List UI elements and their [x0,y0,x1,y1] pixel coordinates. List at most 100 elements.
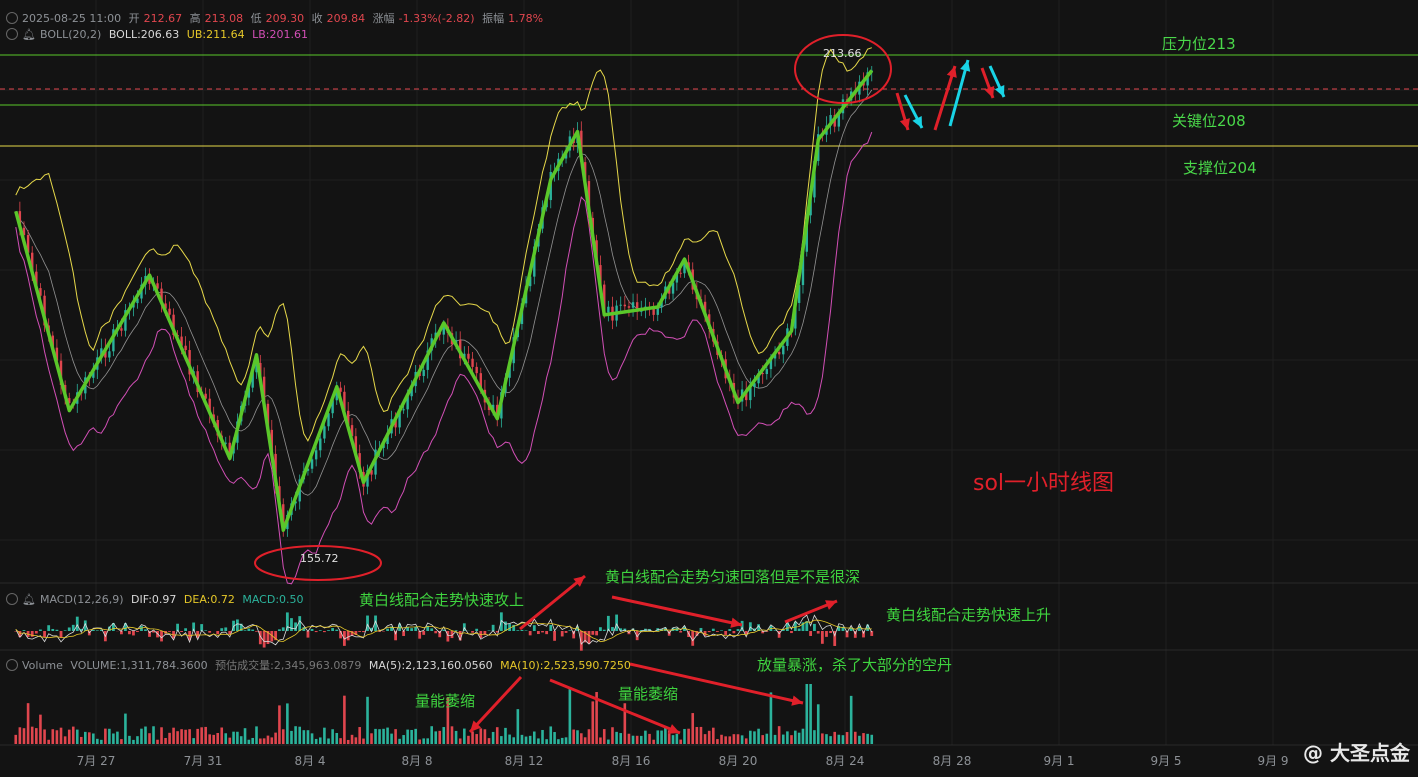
forecast-arrow-down-1-head [899,118,910,130]
volume-bar [833,731,837,744]
x-tick-label: 9月 1 [1043,754,1075,768]
volume-bar [790,735,793,744]
volume-bar [753,731,756,744]
macd-bar [55,629,59,631]
note-arrow-6 [629,662,804,705]
macd-bar [695,631,699,636]
macd-name: MACD(12,26,9) [39,593,124,606]
macd-bar [619,628,623,631]
volume-bar [520,734,524,744]
collapse-icon[interactable] [6,659,18,671]
candle-body [204,393,207,399]
macd-bar [39,629,42,631]
volume-bar [314,738,318,744]
candle-body [866,72,869,86]
candle-body [769,358,773,370]
macd-bar [491,624,495,631]
candle-body [92,369,95,378]
volume-bar [224,733,228,744]
volume-bar [495,727,499,744]
watermark: @ 大圣点金 [1303,741,1410,765]
volume-bar [695,726,699,744]
candle-body [671,282,675,294]
x-tick-label: 8月 8 [401,754,433,768]
volume-bar [691,713,695,744]
volume-bar [794,730,797,744]
volume-bar [631,735,635,744]
collapse-icon[interactable] [6,12,18,24]
candle-body [533,246,536,277]
volume-bar [627,733,631,744]
macd-bar [224,627,228,631]
candle-body [55,347,59,361]
note-arrow-6-head [791,695,803,706]
volume-bar [406,729,409,744]
volume-bar [259,738,262,744]
bell-icon[interactable]: 🔔︎ [22,593,36,606]
volume-bar [602,729,606,744]
candle-body [406,396,409,410]
volume-bar [362,738,365,744]
macd-bar [426,625,430,631]
forecast-arrow-up-1-head [946,66,957,78]
volume-bar [765,733,769,744]
volume-bar [35,728,38,744]
macd-bar [390,626,393,631]
volume-bar [160,727,163,744]
macd-bar [51,628,55,631]
macd-bar [107,626,111,631]
candle-body [108,351,111,358]
candle-body [184,345,187,351]
candle-body [26,235,30,253]
candle-body [635,302,639,312]
candle-body [703,301,707,315]
macd-bar [458,631,462,641]
candle-body [467,353,470,359]
macd-bar [430,628,434,631]
macd-bar [152,631,155,633]
macd-bar [354,631,358,635]
volume-bar [545,739,548,744]
macd-bar [239,623,243,631]
volume-bar [508,734,511,744]
macd-bar [136,631,139,633]
macd-bar [711,628,715,631]
volume-bar [687,728,690,744]
macd-bar [235,619,239,631]
collapse-icon[interactable] [6,593,18,605]
macd-bar [144,629,147,631]
volume-bar [255,726,258,744]
volume-bar [660,730,663,744]
volume-bar [386,727,389,744]
volume-bar [331,729,334,744]
bell-icon[interactable]: 🔔︎ [22,28,36,41]
volume-bar [564,737,568,744]
volume-bar [59,727,63,744]
macd-bar [281,627,285,631]
collapse-icon[interactable] [6,28,18,40]
zigzag-trend-line [14,69,874,532]
key-level-label: 关键位208 [1172,112,1246,130]
volume-bar [422,738,425,744]
macd-bar [335,629,339,631]
volume-header: Volume VOLUME:1,311,784.3600 预估成交量:2,345… [6,657,635,673]
macd-bar [504,621,507,631]
x-tick-label: 8月 4 [294,754,326,768]
volume-bar [366,696,369,744]
candle-body [282,504,285,530]
candle-body [156,283,159,289]
candle-body [294,501,297,504]
macd-dea-line [15,619,872,643]
resistance-label: 压力位213 [1162,35,1236,53]
volume-bar [537,738,540,744]
candle-body [255,362,258,373]
high-price-tag: 213.66 [823,47,862,60]
candle-body [599,265,602,285]
candle-body [426,350,429,370]
macd-bar [541,631,544,633]
macd-bar [63,630,67,631]
macd-bar [785,622,789,631]
open-value: 212.67 [143,12,183,25]
boll-name: BOLL(20,2) [39,28,102,41]
